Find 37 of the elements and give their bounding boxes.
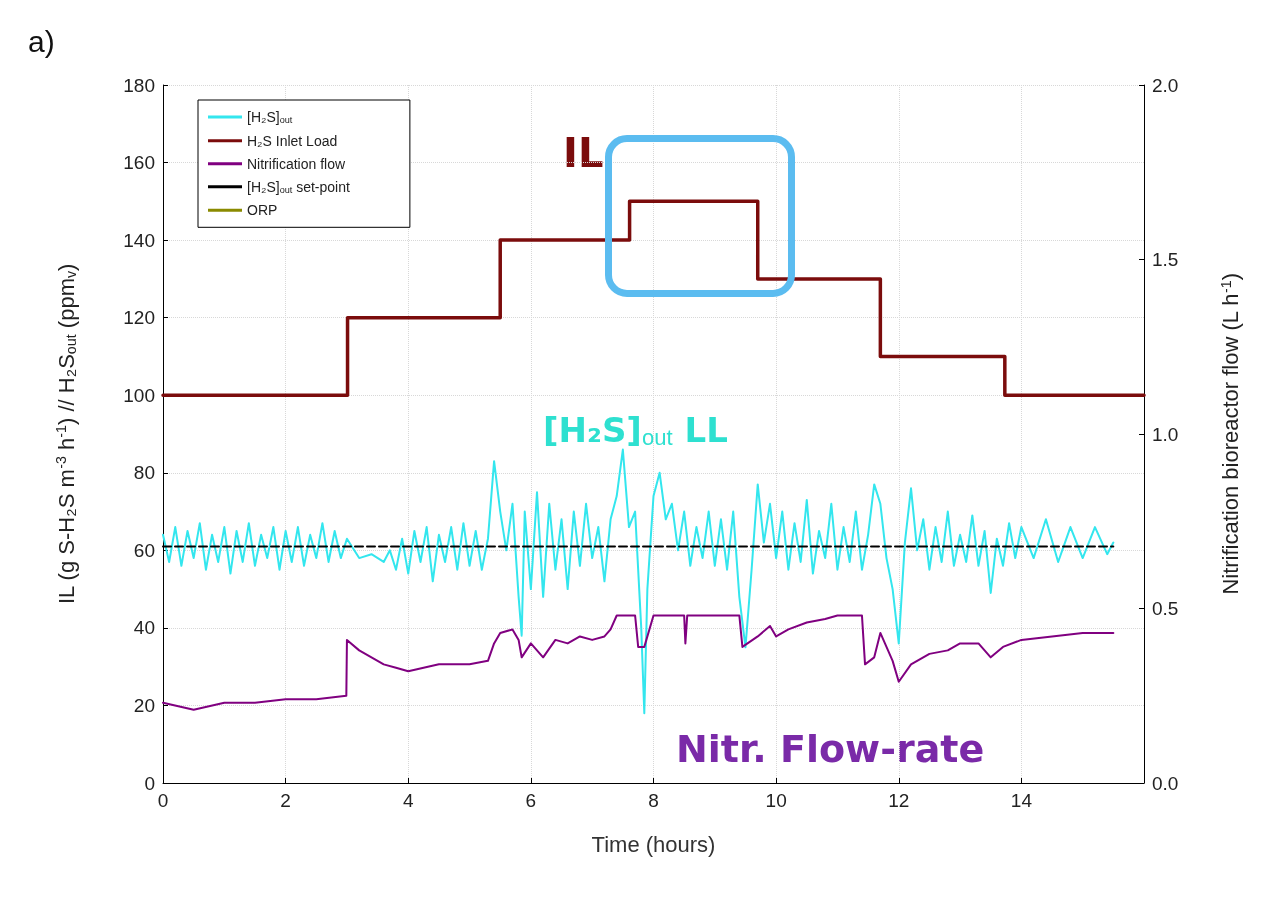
y-tick-label: 20 (133, 694, 155, 716)
y-tick-label: 120 (123, 307, 155, 329)
annotation: IL (563, 130, 604, 176)
y-tick-label: 180 (123, 74, 155, 96)
y2-axis-title: Nitrification bioreactor flow (L h-1) (1218, 272, 1244, 595)
x-axis-title: Time (hours) (591, 831, 716, 857)
line-series (162, 448, 1115, 715)
x-tick-label: 10 (765, 790, 787, 811)
y2-tick-label: 0.0 (1152, 772, 1179, 794)
x-tick-label: 2 (280, 790, 291, 811)
y-tick-label: 80 (133, 462, 155, 484)
line-series (162, 614, 1115, 711)
x-tick-label: 0 (157, 790, 169, 811)
chart-title: a) (28, 24, 55, 58)
annotation: Nitr. Flow-rate (676, 727, 985, 771)
y2-tick-label: 2.0 (1152, 74, 1179, 96)
y-tick-label: 0 (144, 772, 155, 794)
x-tick-label: 14 (1010, 790, 1033, 811)
legend-label: ORP (247, 202, 278, 219)
x-tick-label: 8 (648, 790, 659, 811)
legend-label: [H₂S]out set-point (247, 178, 350, 195)
legend-label: [H₂S]out (247, 109, 293, 126)
y-tick-label: 60 (133, 539, 155, 561)
y-tick-label: 140 (123, 229, 155, 251)
x-tick-label: 4 (402, 790, 414, 811)
x-tick-label: 6 (525, 790, 537, 811)
y2-tick-label: 1.5 (1152, 249, 1179, 270)
annotation: [H₂S]out LL (543, 410, 728, 451)
y-tick-label: 160 (123, 152, 155, 174)
y2-tick-label: 0.5 (1152, 598, 1179, 619)
y-tick-label: 100 (123, 384, 155, 406)
text: IL (g S-H₂S m-3 h-1) // H₂Sout (ppmv) (53, 263, 79, 605)
legend-label: Nitrification flow (247, 155, 346, 172)
y2-tick-label: 1.0 (1152, 423, 1179, 445)
legend-label: H₂S Inlet Load (247, 132, 338, 149)
y-tick-label: 40 (133, 617, 155, 639)
x-tick-label: 12 (888, 790, 910, 811)
